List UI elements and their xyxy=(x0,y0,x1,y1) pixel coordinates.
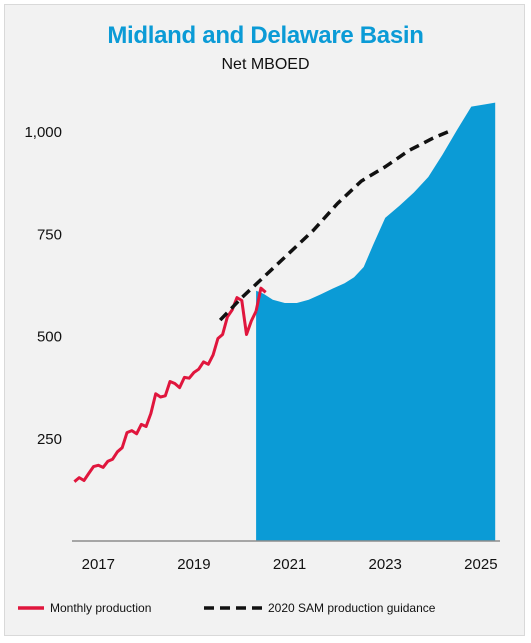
forecast-area xyxy=(256,102,496,541)
y-tick-label: 250 xyxy=(37,431,62,448)
chart-subtitle: Net MBOED xyxy=(221,56,310,73)
x-tick-label: 2023 xyxy=(369,556,402,573)
x-tick-label: 2021 xyxy=(273,556,306,573)
guidance-dashed-line xyxy=(218,128,453,322)
monthly-production-line xyxy=(73,296,258,483)
x-tick-label: 2017 xyxy=(82,556,115,573)
y-tick-label: 1,000 xyxy=(24,124,62,141)
x-tick-label: 2019 xyxy=(177,556,210,573)
chart-title: Midland and Delaware Basin xyxy=(107,22,424,49)
legend-label-guidance: 2020 SAM production guidance xyxy=(268,601,436,615)
monthly-production-tail xyxy=(254,286,267,312)
y-tick-label: 750 xyxy=(37,226,62,243)
y-tick-label: 500 xyxy=(37,329,62,346)
x-tick-label: 2025 xyxy=(464,556,497,573)
legend-label-production: Monthly production xyxy=(50,601,151,615)
